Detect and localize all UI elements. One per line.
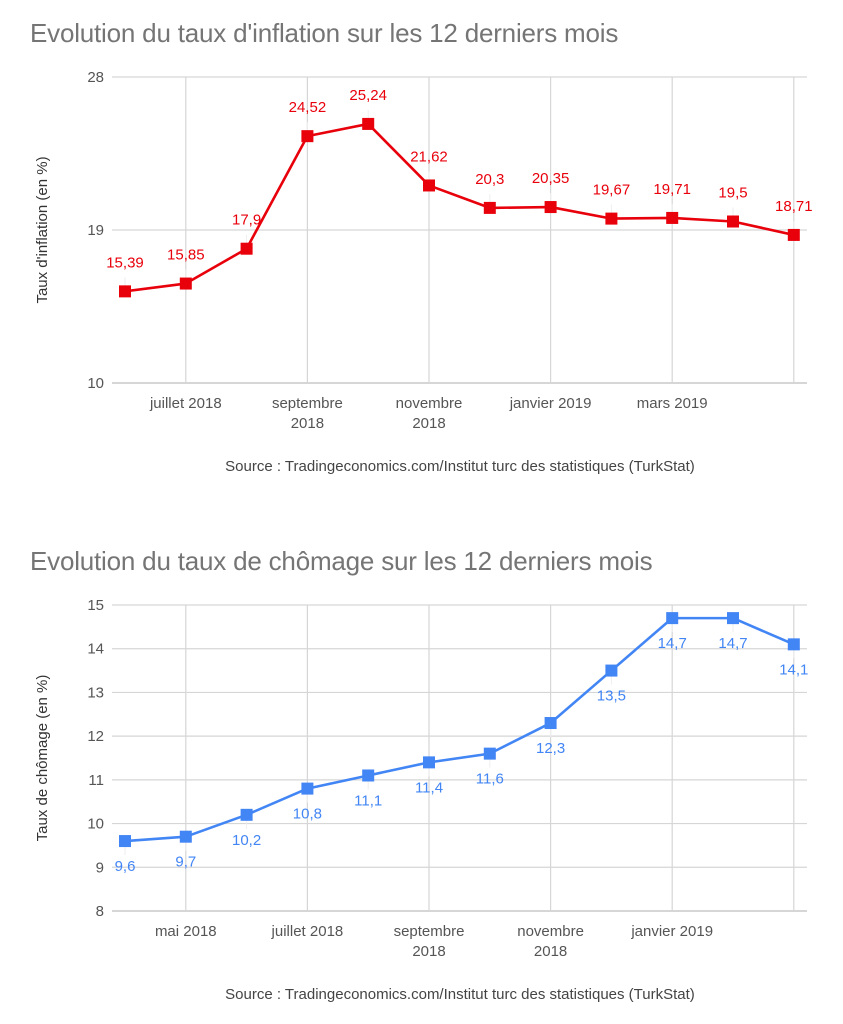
y-tick-label: 19 <box>87 222 104 239</box>
chart-title: Evolution du taux de chômage sur les 12 … <box>30 546 653 576</box>
data-label: 12,3 <box>536 740 565 757</box>
data-label: 14,1 <box>779 661 808 678</box>
data-label: 11,6 <box>476 771 504 788</box>
data-point-marker <box>605 664 618 677</box>
x-tick-label: 2018 <box>412 415 445 432</box>
data-label: 19,67 <box>593 182 631 199</box>
unemployment-chart-plot: 8 9 10 11 12 13 14 15 mai 2018 juillet 2018 septem… <box>34 597 808 960</box>
data-point-marker <box>544 717 557 730</box>
data-point-marker <box>787 228 800 241</box>
data-point-marker <box>362 117 375 130</box>
series-line <box>124 616 795 843</box>
y-tick-label: 13 <box>87 684 104 701</box>
data-point-marker <box>727 215 739 228</box>
data-point-marker <box>240 808 253 821</box>
x-tick-label: septembre <box>272 395 343 412</box>
x-tick-label: juillet 2018 <box>149 395 222 412</box>
x-tick-label: septembre <box>394 923 465 940</box>
data-point-marker <box>787 638 800 651</box>
data-point-marker <box>423 179 435 192</box>
y-tick-label: 11 <box>88 772 104 789</box>
data-label: 17,9 <box>232 212 261 229</box>
data-label: 21,62 <box>410 148 448 165</box>
inflation-chart: Evolution du taux d'inflation sur les 12… <box>0 0 843 500</box>
data-point-marker <box>423 756 435 769</box>
y-tick-label: 28 <box>87 69 104 86</box>
data-point-marker <box>301 130 314 143</box>
data-label: 25,24 <box>349 87 387 104</box>
x-tick-label: janvier 2019 <box>509 395 592 412</box>
y-axis-title: Taux d'inflation (en %) <box>34 156 51 303</box>
data-label: 14,7 <box>718 635 747 652</box>
y-tick-label: 14 <box>87 641 104 658</box>
y-tick-label: 12 <box>87 728 104 745</box>
data-label: 9,7 <box>175 854 196 871</box>
x-tick-label: janvier 2019 <box>630 923 713 940</box>
data-point-marker <box>483 201 496 214</box>
data-point-marker <box>666 612 679 625</box>
y-tick-label: 15 <box>87 597 104 614</box>
data-label: 20,35 <box>532 170 570 187</box>
x-tick-label: 2018 <box>412 943 445 960</box>
chart-source: Source : Tradingeconomics.com/Institut t… <box>225 986 695 1003</box>
data-label: 10,2 <box>232 832 261 849</box>
data-label: 15,39 <box>106 254 144 271</box>
chart-title: Evolution du taux d'inflation sur les 12… <box>30 18 619 48</box>
data-label: 24,52 <box>289 99 327 116</box>
data-point-marker <box>240 242 253 255</box>
data-label: 9,6 <box>115 858 136 875</box>
y-tick-label: 9 <box>96 859 104 876</box>
data-point-marker <box>119 285 131 298</box>
data-label: 11,1 <box>354 792 382 809</box>
data-point-marker <box>483 747 496 760</box>
data-point-marker <box>605 212 618 225</box>
y-tick-label: 10 <box>87 816 104 833</box>
data-label: 10,8 <box>293 806 322 823</box>
data-label: 19,5 <box>718 185 747 202</box>
data-label: 20,3 <box>475 171 504 188</box>
x-tick-label: 2018 <box>291 415 324 432</box>
data-point-marker <box>544 201 557 214</box>
data-label: 15,85 <box>167 247 205 264</box>
data-label: 13,5 <box>597 688 626 705</box>
data-label: 11,4 <box>415 779 443 796</box>
data-point-marker <box>727 612 739 625</box>
chart-source: Source : Tradingeconomics.com/Institut t… <box>225 458 695 475</box>
data-point-marker <box>362 769 375 782</box>
x-tick-label: mars 2019 <box>637 395 708 412</box>
data-label: 14,7 <box>658 635 687 652</box>
data-point-marker <box>119 835 131 848</box>
y-tick-label: 10 <box>87 375 104 392</box>
x-tick-label: novembre <box>517 923 584 940</box>
inflation-chart-plot: 10 19 28 juillet 2018 septembre 2018 novembre 2… <box>34 69 813 432</box>
y-tick-label: 8 <box>96 903 104 920</box>
unemployment-chart: Evolution du taux de chômage sur les 12 … <box>0 528 843 1024</box>
x-tick-label: 2018 <box>534 943 567 960</box>
x-tick-label: novembre <box>396 395 463 412</box>
data-point-marker <box>179 830 192 843</box>
data-label: 19,71 <box>653 181 691 198</box>
x-tick-label: mai 2018 <box>155 923 217 940</box>
series-line <box>124 122 795 293</box>
data-point-marker <box>666 211 679 224</box>
data-point-marker <box>301 782 314 795</box>
data-label: 18,71 <box>775 198 813 215</box>
y-axis-title: Taux de chômage (en %) <box>34 675 51 842</box>
x-tick-label: juillet 2018 <box>271 923 344 940</box>
data-point-marker <box>179 277 192 290</box>
